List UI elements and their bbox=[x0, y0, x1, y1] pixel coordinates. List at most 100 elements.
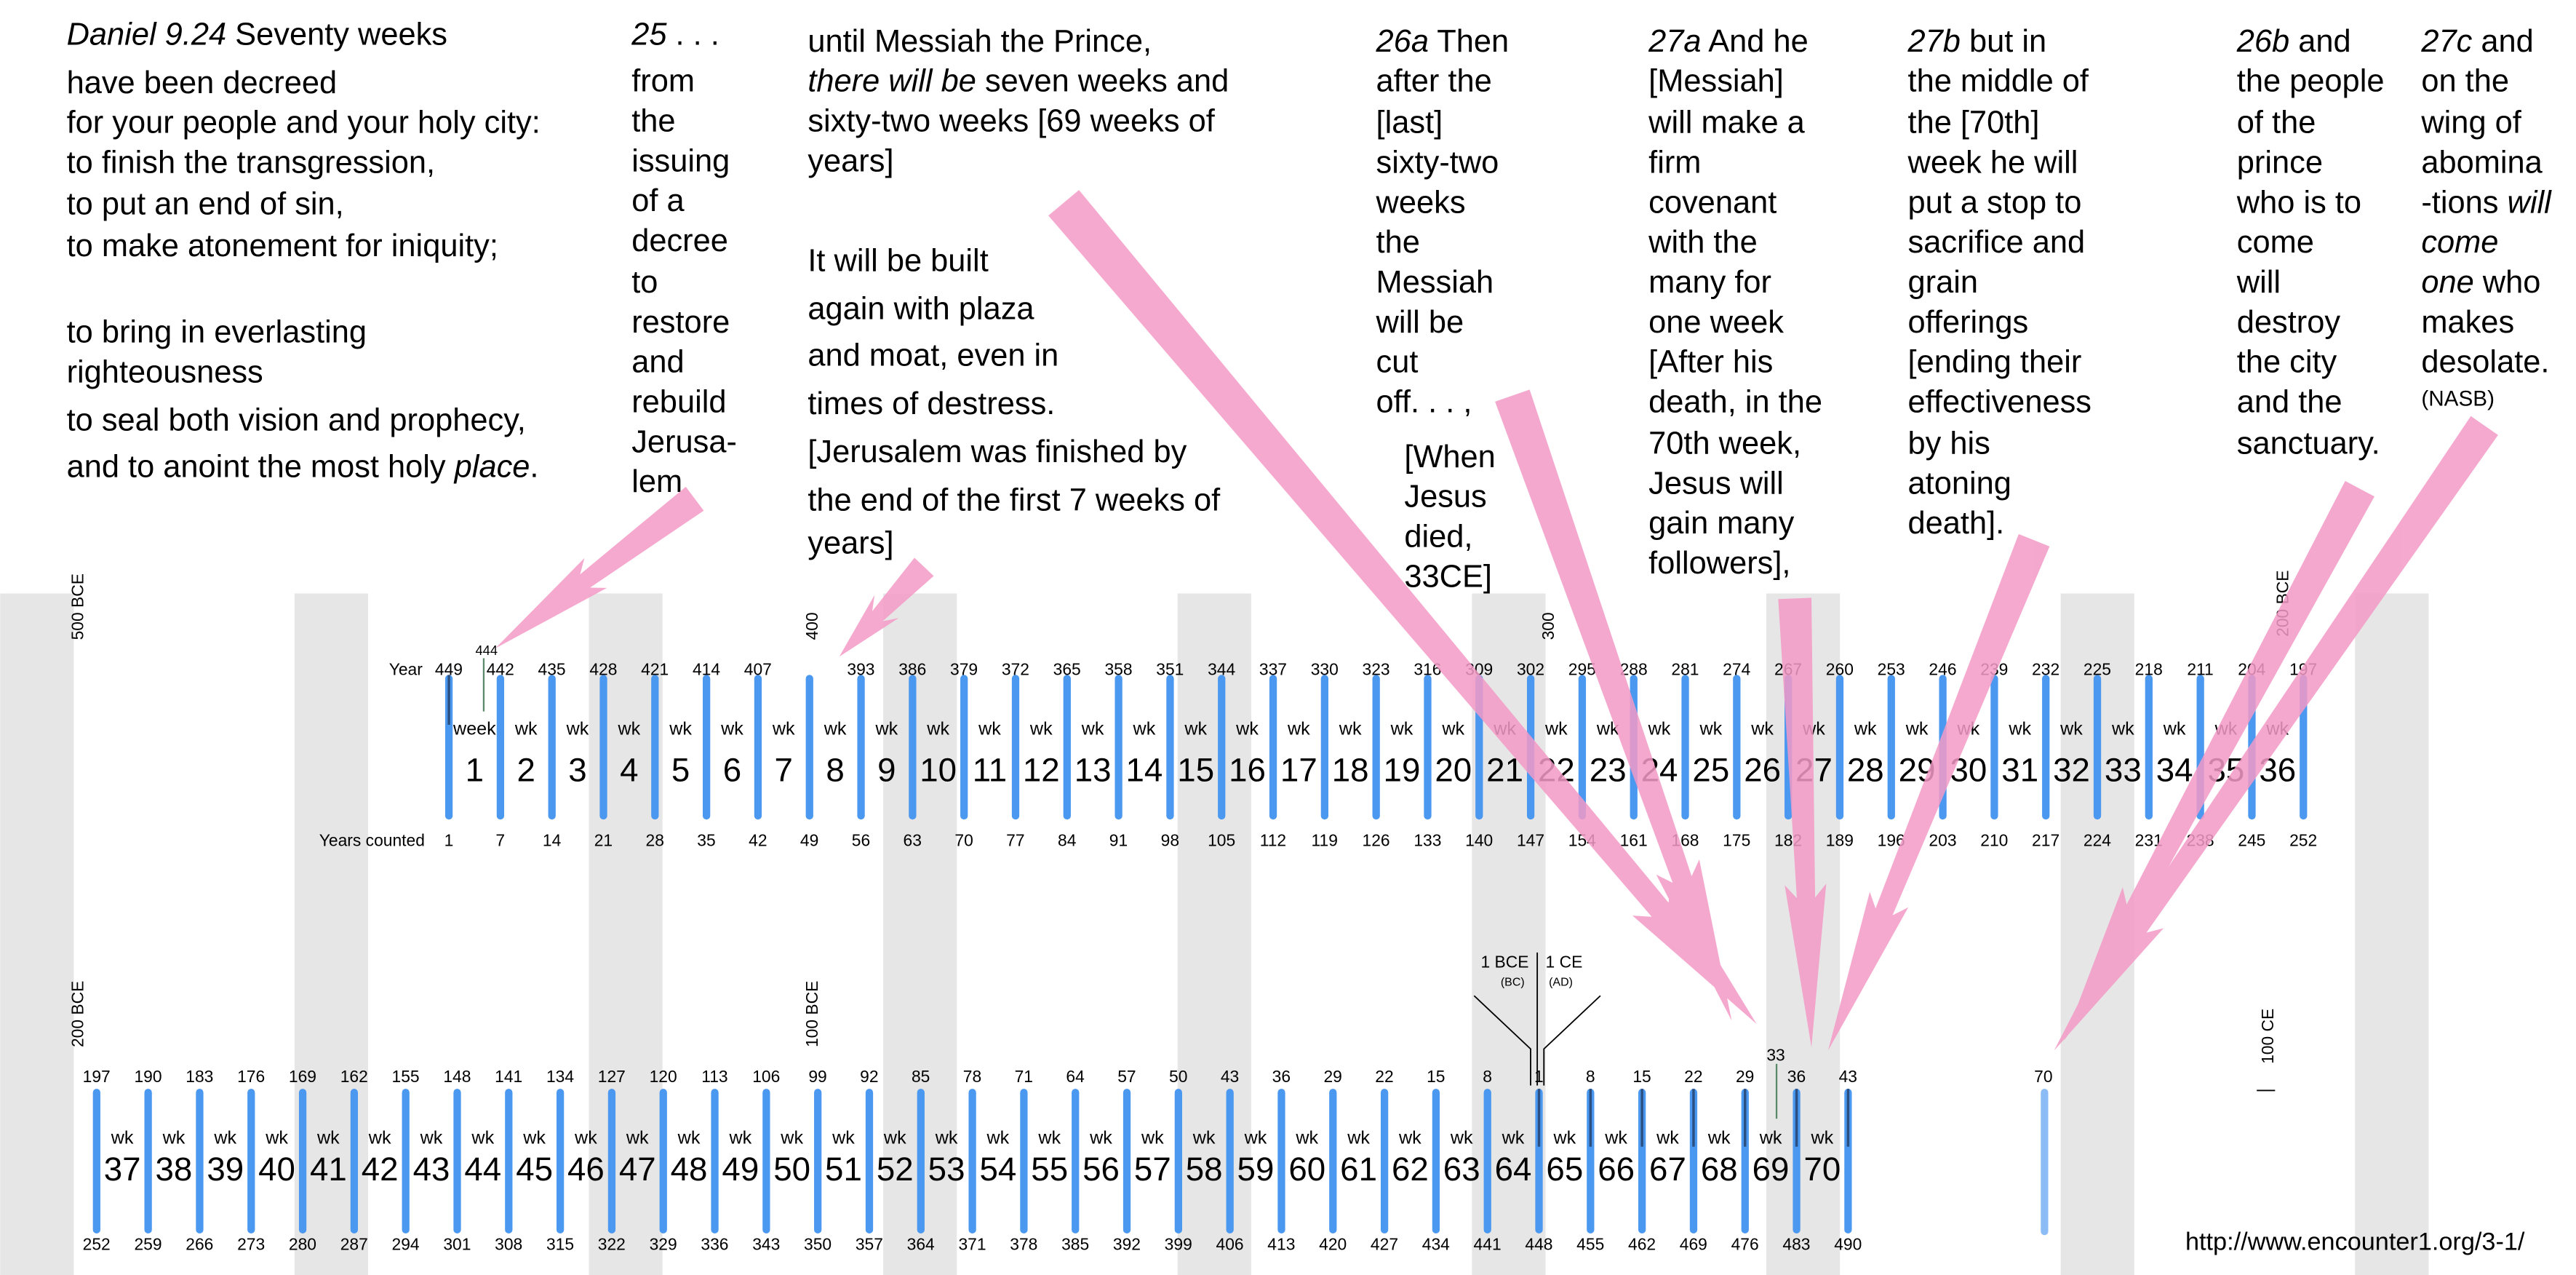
week-label: wk bbox=[368, 1128, 391, 1148]
verse-line: will be bbox=[1376, 305, 1464, 340]
year-tick bbox=[1063, 675, 1071, 820]
years-counted-value: 483 bbox=[1782, 1235, 1810, 1254]
year-tick bbox=[1269, 675, 1277, 820]
era-divider bbox=[1473, 952, 1601, 1086]
week-number: 46 bbox=[567, 1151, 605, 1188]
source-url[interactable]: http://www.encounter1.org/3-1/ bbox=[2185, 1228, 2525, 1256]
year-value: 99 bbox=[808, 1067, 826, 1086]
verse-line: come bbox=[2237, 225, 2314, 260]
verse-segment: sixty-two bbox=[1376, 146, 1499, 180]
century-mark-100bce: 100 BCE bbox=[802, 981, 821, 1047]
verse-segment: the city bbox=[2237, 345, 2337, 380]
year-value: 190 bbox=[134, 1067, 162, 1086]
years-counted-value: 378 bbox=[1010, 1235, 1037, 1254]
verse-segment: effectiveness bbox=[1908, 384, 2091, 419]
week-number: 16 bbox=[1229, 752, 1266, 789]
verse-segment: and the bbox=[2237, 384, 2342, 419]
verse-line: times of destress. bbox=[808, 386, 1055, 421]
years-counted-value: 112 bbox=[1260, 831, 1286, 850]
year-tick bbox=[960, 675, 968, 820]
era-bc-label: (BC) bbox=[1501, 977, 1525, 989]
verse-emphasis: one bbox=[2421, 265, 2473, 300]
years-counted-value: 427 bbox=[1371, 1235, 1398, 1254]
verse-segment: weeks bbox=[1376, 185, 1466, 220]
year-value: 386 bbox=[898, 659, 926, 678]
verse-segment: to seal both vision and prophecy, bbox=[67, 403, 526, 438]
verse-line: to make atonement for iniquity; bbox=[67, 229, 498, 263]
years-counted-value: 322 bbox=[598, 1235, 626, 1254]
verse-segment: [Jerusalem was finished by bbox=[808, 434, 1187, 469]
week-label: wk bbox=[514, 719, 538, 739]
verse-line: grain bbox=[1908, 265, 1979, 300]
week-number: 28 bbox=[1847, 752, 1884, 789]
year-value: 414 bbox=[693, 659, 720, 678]
year-value: 358 bbox=[1104, 659, 1132, 678]
verse-line: off. . . , bbox=[1376, 384, 1472, 419]
tick-marker bbox=[1744, 1089, 1747, 1147]
week-number: 49 bbox=[722, 1151, 759, 1188]
verse-line: destroy bbox=[2237, 305, 2341, 340]
verse-line: and moat, even in bbox=[808, 338, 1058, 373]
verse-segment: to bbox=[631, 265, 658, 300]
verse-line: [Messiah] bbox=[1648, 64, 1784, 99]
verse-line: years] bbox=[808, 526, 893, 561]
year-tick bbox=[1072, 1089, 1080, 1234]
week-number: 15 bbox=[1177, 752, 1214, 789]
year-value: 120 bbox=[650, 1067, 677, 1086]
year-tick bbox=[1424, 675, 1432, 820]
week-number: 59 bbox=[1237, 1151, 1275, 1188]
week-number: 56 bbox=[1082, 1151, 1120, 1188]
year-tick bbox=[1578, 675, 1587, 820]
year-tick bbox=[196, 1089, 204, 1234]
verse-segment: issuing bbox=[631, 143, 730, 178]
week-label: wk bbox=[883, 1128, 906, 1148]
year-value: 15 bbox=[1427, 1067, 1445, 1086]
week-label: wk bbox=[1235, 719, 1259, 739]
year-value: 295 bbox=[1568, 659, 1596, 678]
years-counted-value: 357 bbox=[856, 1235, 883, 1254]
week-number: 64 bbox=[1495, 1151, 1532, 1188]
verse-line: come bbox=[2421, 225, 2498, 260]
year-value: 43 bbox=[1839, 1067, 1857, 1086]
verse-line: Daniel 9.24 Seventy weeks bbox=[67, 17, 447, 52]
year-tick bbox=[1329, 1089, 1337, 1234]
verse-line: week he will bbox=[1907, 146, 2078, 180]
week-label: wk bbox=[1192, 1128, 1216, 1148]
year-value: 162 bbox=[340, 1067, 368, 1086]
years-counted-value: 252 bbox=[2289, 831, 2317, 850]
week-label: wk bbox=[1244, 1128, 1267, 1148]
week-label: wk bbox=[1502, 1128, 1525, 1148]
verse-emphasis: there will be bbox=[808, 64, 976, 99]
verse-segment: makes bbox=[2421, 305, 2514, 340]
years-counted-value: 462 bbox=[1628, 1235, 1656, 1254]
timeline-row-1: Year Years counted 444 500 BCE 400 300 2… bbox=[68, 570, 2317, 849]
verse-segment: Jesus bbox=[1404, 480, 1486, 515]
year-tick bbox=[1020, 1089, 1028, 1234]
destruction-tick bbox=[2041, 1089, 2049, 1236]
week-number: 67 bbox=[1649, 1151, 1686, 1188]
verse-segment: sanctuary. bbox=[2237, 426, 2380, 461]
week-label: wk bbox=[420, 1128, 443, 1148]
verse-line: cut bbox=[1376, 345, 1419, 380]
years-counted-value: 273 bbox=[237, 1235, 265, 1254]
week-label: wk bbox=[1390, 719, 1413, 739]
verse-segment: of a bbox=[631, 183, 685, 218]
years-counted-value: 189 bbox=[1826, 831, 1854, 850]
years-counted-value: 91 bbox=[1109, 831, 1128, 850]
week-label: wk bbox=[875, 719, 898, 739]
century-mark-300: 300 bbox=[1539, 612, 1558, 640]
verse-emphasis: will bbox=[2508, 185, 2553, 220]
verse-line: decree bbox=[631, 223, 728, 258]
verse-segment: who bbox=[2474, 265, 2541, 300]
tick-marker bbox=[1589, 1089, 1592, 1147]
years-counted-value: 476 bbox=[1731, 1235, 1759, 1254]
verse-line: one week bbox=[1648, 305, 1784, 340]
verse-line: Jesus will bbox=[1648, 466, 1784, 501]
week-label: wk bbox=[677, 1128, 701, 1148]
verse-line: from bbox=[631, 64, 695, 99]
year-value: 225 bbox=[2083, 659, 2111, 678]
week-number: 70 bbox=[1803, 1151, 1841, 1188]
year-value: 218 bbox=[2135, 659, 2163, 678]
year-tick bbox=[505, 1089, 513, 1234]
year-tick bbox=[1887, 675, 1895, 820]
